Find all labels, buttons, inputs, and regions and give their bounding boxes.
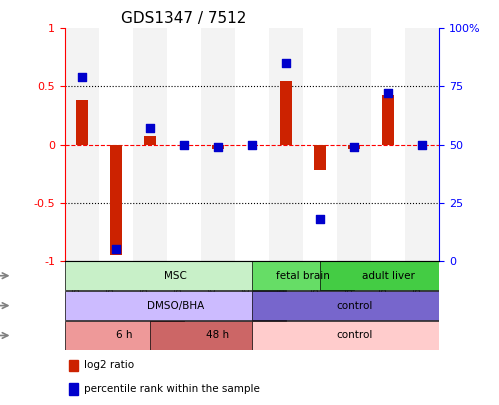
FancyBboxPatch shape — [65, 321, 184, 350]
Text: control: control — [336, 301, 372, 311]
Bar — [337, 28, 371, 261]
Bar — [212, 145, 224, 149]
Text: fetal brain: fetal brain — [276, 271, 330, 281]
Text: percentile rank within the sample: percentile rank within the sample — [84, 384, 259, 394]
Bar — [235, 28, 269, 261]
FancyBboxPatch shape — [320, 261, 456, 290]
Point — [214, 144, 222, 150]
Bar — [133, 28, 167, 261]
Bar — [99, 28, 133, 261]
Text: MSC: MSC — [164, 271, 187, 281]
FancyBboxPatch shape — [252, 261, 354, 290]
FancyBboxPatch shape — [252, 321, 456, 350]
Text: 48 h: 48 h — [207, 330, 230, 341]
Bar — [69, 360, 78, 371]
Text: 6 h: 6 h — [116, 330, 133, 341]
Bar — [69, 383, 78, 394]
FancyBboxPatch shape — [150, 321, 286, 350]
Text: adult liver: adult liver — [362, 271, 415, 281]
Bar — [405, 28, 439, 261]
FancyBboxPatch shape — [65, 291, 286, 320]
FancyBboxPatch shape — [65, 261, 286, 290]
Text: DMSO/BHA: DMSO/BHA — [147, 301, 204, 311]
Bar — [314, 145, 326, 170]
Bar — [269, 28, 303, 261]
Text: GDS1347 / 7512: GDS1347 / 7512 — [121, 11, 247, 26]
Bar — [382, 95, 394, 145]
Point — [350, 144, 358, 150]
Bar — [110, 145, 122, 255]
Bar — [76, 100, 88, 145]
Text: control: control — [336, 330, 372, 341]
Bar — [371, 28, 405, 261]
Bar — [65, 28, 99, 261]
Point — [384, 90, 392, 97]
Text: log2 ratio: log2 ratio — [84, 360, 134, 370]
Point — [180, 141, 188, 148]
Bar — [280, 81, 292, 145]
Point — [418, 141, 426, 148]
FancyBboxPatch shape — [252, 291, 456, 320]
Bar — [144, 136, 156, 145]
Point — [78, 74, 86, 81]
Point — [112, 246, 120, 252]
Point — [282, 60, 290, 66]
Point — [248, 141, 256, 148]
Bar — [303, 28, 337, 261]
Point — [146, 125, 154, 132]
Point — [316, 216, 324, 222]
Bar — [348, 145, 360, 149]
Bar — [201, 28, 235, 261]
Bar — [167, 28, 201, 261]
